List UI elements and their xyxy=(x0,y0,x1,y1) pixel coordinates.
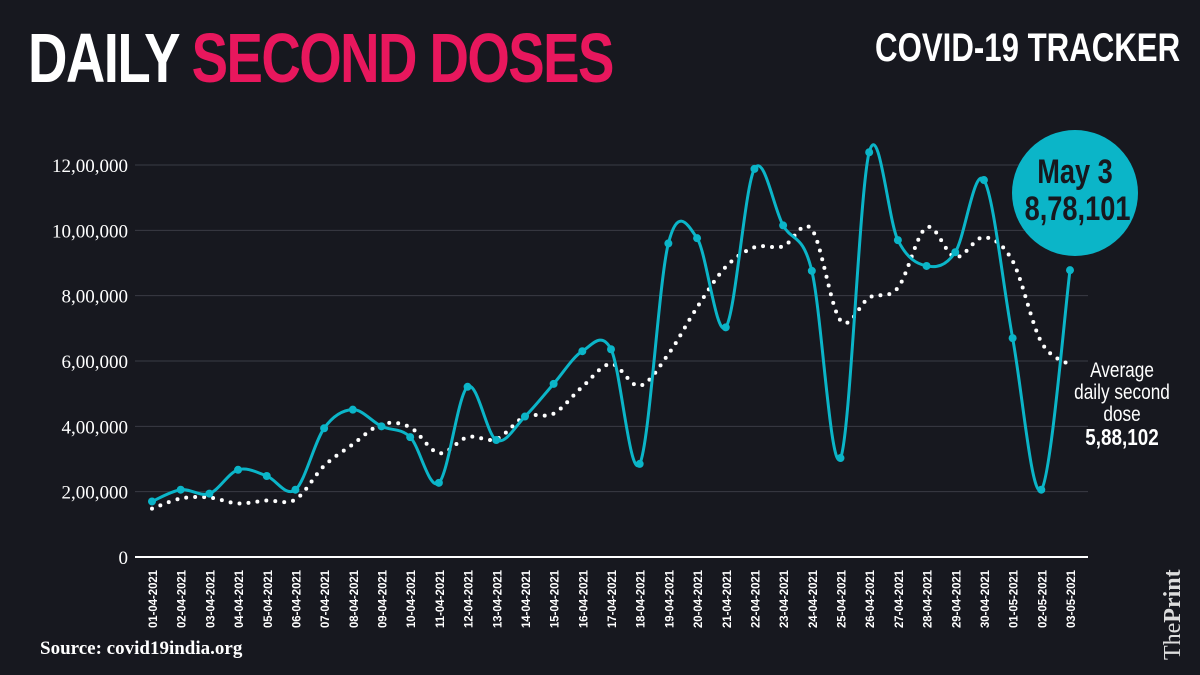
data-point xyxy=(492,436,501,445)
x-tick-label: 24-04-2021 xyxy=(806,570,820,628)
logo-print: Print xyxy=(1160,569,1186,623)
x-tick-label: 07-04-2021 xyxy=(318,570,332,628)
data-point xyxy=(377,422,386,431)
x-tick-label: 16-04-2021 xyxy=(576,570,590,628)
x-tick-label: 03-04-2021 xyxy=(203,570,217,628)
data-point xyxy=(1066,266,1074,275)
callout-value: 8,78,101 xyxy=(1024,190,1131,228)
tracker-label: COVID-19 TRACKER xyxy=(874,26,1180,70)
data-point xyxy=(836,454,845,463)
latest-value-callout: May 3 8,78,101 xyxy=(1012,130,1138,256)
x-tick-label: 29-04-2021 xyxy=(949,570,963,628)
data-point xyxy=(922,261,931,270)
x-tick-label: 27-04-2021 xyxy=(892,570,906,628)
data-point xyxy=(148,497,156,506)
x-tick-label: 28-04-2021 xyxy=(921,570,935,628)
x-tick-label: 18-04-2021 xyxy=(634,570,648,628)
data-point xyxy=(320,424,329,433)
y-tick-label: 12,00,000 xyxy=(52,156,128,177)
x-tick-label: 25-04-2021 xyxy=(835,570,849,628)
x-tick-label: 10-04-2021 xyxy=(404,570,418,628)
x-tick-label: 19-04-2021 xyxy=(662,570,676,628)
title-pink: SECOND DOSES xyxy=(191,19,615,97)
data-point xyxy=(779,221,788,230)
logo-the: The xyxy=(1160,622,1186,660)
y-tick-label: 0 xyxy=(119,548,129,569)
data-point xyxy=(291,485,300,494)
data-point xyxy=(693,234,702,243)
x-tick-label: 01-04-2021 xyxy=(146,570,160,628)
y-tick-label: 4,00,000 xyxy=(62,417,129,438)
y-tick-label: 6,00,000 xyxy=(62,352,129,373)
x-tick-label: 06-04-2021 xyxy=(289,570,303,628)
source-note: Source: covid19india.org xyxy=(40,638,243,659)
x-tick-label: 01-05-2021 xyxy=(1007,570,1021,628)
x-tick-label: 08-04-2021 xyxy=(347,570,361,628)
x-tick-label: 02-05-2021 xyxy=(1035,570,1049,628)
average-annotation: Average daily second dose 5,88,102 xyxy=(1073,359,1171,450)
data-point xyxy=(406,433,415,442)
data-point xyxy=(549,379,558,388)
x-tick-label: 05-04-2021 xyxy=(261,570,275,628)
page-title: DAILY SECOND DOSES xyxy=(28,18,615,98)
data-point xyxy=(807,266,816,275)
x-tick-label: 21-04-2021 xyxy=(720,570,734,628)
x-tick-label: 22-04-2021 xyxy=(748,570,762,628)
data-point xyxy=(520,412,529,421)
data-point xyxy=(979,176,988,185)
data-point xyxy=(951,248,960,257)
x-tick-label: 09-04-2021 xyxy=(376,570,390,628)
data-point xyxy=(234,465,243,474)
data-point xyxy=(721,323,730,332)
data-point xyxy=(607,345,615,354)
data-point xyxy=(635,459,644,468)
data-point xyxy=(205,489,214,498)
data-point xyxy=(578,347,587,356)
y-tick-label: 2,00,000 xyxy=(62,483,129,504)
average-line xyxy=(150,224,1072,511)
x-tick-label: 14-04-2021 xyxy=(519,570,533,628)
x-tick-label: 11-04-2021 xyxy=(433,570,447,628)
x-tick-label: 03-05-2021 xyxy=(1064,570,1078,628)
data-point xyxy=(865,148,874,157)
data-point xyxy=(463,382,472,391)
daily-line xyxy=(151,143,1072,503)
y-tick-label: 10,00,000 xyxy=(52,221,128,242)
data-point xyxy=(176,485,185,494)
x-tick-label: 20-04-2021 xyxy=(691,570,705,628)
x-tick-label: 13-04-2021 xyxy=(490,570,504,628)
x-tick-label: 30-04-2021 xyxy=(978,570,992,628)
x-tick-label: 17-04-2021 xyxy=(605,570,619,628)
data-point xyxy=(348,405,357,414)
data-point xyxy=(434,478,443,487)
data-point xyxy=(1037,485,1046,494)
data-point xyxy=(262,471,271,480)
data-point xyxy=(750,164,759,173)
average-label: Average daily second dose xyxy=(1074,359,1170,426)
x-tick-label: 15-04-2021 xyxy=(548,570,562,628)
data-point xyxy=(1008,334,1017,343)
x-tick-label: 12-04-2021 xyxy=(462,570,476,628)
callout-date: May 3 xyxy=(1037,153,1113,191)
x-tick-label: 02-04-2021 xyxy=(175,570,189,628)
title-white: DAILY xyxy=(28,19,180,97)
x-tick-label: 23-04-2021 xyxy=(777,570,791,628)
data-point xyxy=(893,236,902,245)
theprint-logo: ThePrint xyxy=(1160,569,1187,660)
data-point xyxy=(664,239,673,248)
y-tick-label: 8,00,000 xyxy=(62,287,129,308)
x-tick-label: 26-04-2021 xyxy=(863,570,877,628)
x-tick-label: 04-04-2021 xyxy=(232,570,246,628)
average-value: 5,88,102 xyxy=(1085,424,1159,450)
